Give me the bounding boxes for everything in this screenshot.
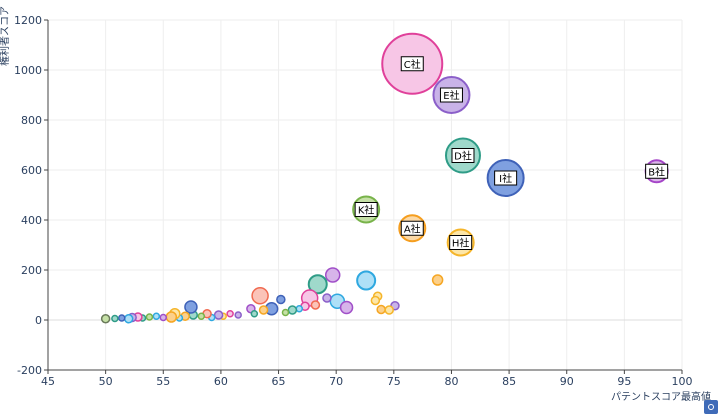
camera-icon[interactable] [704,400,718,414]
y-tick-label: 800 [21,114,42,127]
bubble-point[interactable] [323,294,331,302]
company-label: D社 [454,150,472,163]
bubble-point[interactable] [288,306,296,314]
x-tick-label: 85 [502,375,516,388]
y-tick-label: 1200 [14,14,42,27]
x-tick-label: 95 [617,375,631,388]
bubble-point[interactable] [119,315,125,321]
bubble-point[interactable] [282,310,288,316]
x-tick-label: 60 [214,375,228,388]
y-tick-label: 1000 [14,64,42,77]
x-tick-label: 65 [272,375,286,388]
y-tick-label: -200 [17,364,42,377]
bubble-point[interactable] [198,313,204,319]
x-tick-label: 75 [387,375,401,388]
y-axis-title: 権利者スコア [0,6,11,66]
x-tick-label: 50 [99,375,113,388]
x-tick-label: 100 [672,375,693,388]
bubble-point[interactable] [153,313,159,319]
bubble-point[interactable] [357,272,375,290]
bubble-point[interactable] [166,312,176,322]
company-label: C社 [404,58,421,71]
x-tick-label: 80 [444,375,458,388]
x-tick-label: 90 [560,375,574,388]
bubble-point[interactable] [277,296,285,304]
bubble-point[interactable] [215,311,223,319]
bubble-chart: 45 50 55 60 65 70 75 80 85 90 95 100 -200 0 200 400 600 8… [0,0,720,416]
company-label: A社 [404,222,421,235]
bubble-point[interactable] [260,306,268,314]
bubble-point[interactable] [326,268,340,282]
y-tick-label: 400 [21,214,42,227]
bubble-point[interactable] [296,306,302,312]
company-label: E社 [443,89,459,102]
y-tick-label: 0 [35,314,42,327]
y-tick-label: 200 [21,264,42,277]
bubble-point[interactable] [433,275,443,285]
bubble-point[interactable] [341,302,353,314]
bubble-point[interactable] [385,306,393,314]
x-axis-title: パテントスコア最高値 [611,390,711,403]
bubbles [102,34,668,323]
x-tick-label: 70 [329,375,343,388]
bubble-point[interactable] [377,306,385,314]
bubble-point[interactable] [227,311,233,317]
bubble-point[interactable] [160,315,166,321]
bubble-point[interactable] [112,316,118,322]
bubble-point[interactable] [251,311,257,317]
y-tick-label: 600 [21,164,42,177]
bubble-point[interactable] [252,288,268,304]
bubble-point[interactable] [185,301,197,313]
company-label: H社 [452,237,470,250]
bubble-point[interactable] [311,301,319,309]
company-label: I社 [499,172,512,185]
bubble-point[interactable] [371,297,379,305]
x-tick-label: 45 [41,375,55,388]
x-tick-label: 55 [156,375,170,388]
company-label: K社 [358,204,375,217]
bubble-point[interactable] [146,314,152,320]
company-label: B社 [648,165,665,178]
bubble-point[interactable] [102,315,110,323]
bubble-point[interactable] [235,312,241,318]
bubble-point[interactable] [125,315,133,323]
